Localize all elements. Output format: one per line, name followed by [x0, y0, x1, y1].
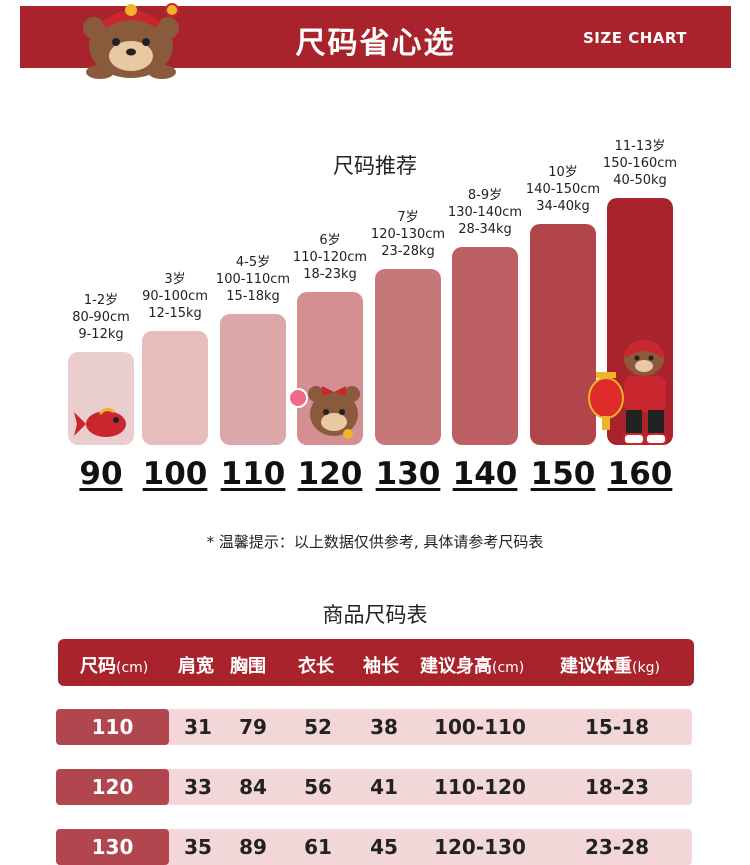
bear-lollipop-icon — [288, 386, 360, 439]
bar-weight-160: 40-50kg — [613, 173, 667, 188]
bar-weight-150: 34-40kg — [536, 199, 590, 214]
banner-subtitle: SIZE CHART — [582, 29, 687, 47]
table-cell: 31 — [184, 715, 212, 739]
bar-label-90: 1-2岁 80-90cm 9-12kg — [41, 292, 161, 343]
size-number-100: 100 — [142, 456, 208, 492]
bar-height-130: 120-130cm — [370, 227, 446, 242]
table-cell: 110-120 — [434, 775, 526, 799]
bear-lantern-icon — [588, 340, 667, 445]
size-number-120: 120 — [297, 456, 363, 492]
table-cell: 79 — [239, 715, 267, 739]
table-header-3: 衣长 — [298, 652, 334, 678]
banner-title: 尺码省心选 — [295, 26, 456, 61]
recommend-title: 尺码推荐 — [333, 154, 417, 178]
bar-age-120: 6岁 — [319, 233, 341, 248]
bar-label-100: 3岁 90-100cm 12-15kg — [115, 271, 235, 322]
disclaimer-note: * 温馨提示：以上数据仅供参考, 具体请参考尺码表 — [206, 533, 544, 551]
bar-weight-110: 15-18kg — [226, 289, 280, 304]
table-header-1: 肩宽 — [178, 652, 214, 678]
table-cell: 52 — [304, 715, 332, 739]
table-cell: 41 — [370, 775, 398, 799]
row-size-cell: 110 — [56, 709, 169, 745]
bar-age-100: 3岁 — [164, 272, 186, 287]
bar-label-130: 7岁 120-130cm 23-28kg — [348, 209, 468, 260]
table-header-label: 衣长 — [298, 656, 334, 677]
bar-weight-130: 23-28kg — [381, 244, 435, 259]
bar-weight-140: 28-34kg — [458, 222, 512, 237]
table-cell: 33 — [184, 775, 212, 799]
size-number-110: 110 — [220, 456, 286, 492]
table-header-label: 胸围 — [230, 656, 266, 677]
table-header-5: 建议身高(cm) — [420, 652, 524, 678]
size-bar-110 — [220, 314, 286, 445]
size-number-150: 150 — [530, 456, 596, 492]
bar-height-140: 130-140cm — [447, 205, 523, 220]
size-table-title: 商品尺码表 — [322, 603, 428, 627]
table-cell: 100-110 — [434, 715, 526, 739]
size-number-90: 90 — [79, 456, 123, 492]
row-size-cell: 120 — [56, 769, 169, 805]
table-cell: 45 — [370, 835, 398, 859]
table-header-2: 胸围 — [230, 652, 266, 678]
table-cell: 84 — [239, 775, 267, 799]
fish-icon — [74, 407, 126, 437]
size-bar-140 — [452, 247, 518, 445]
table-cell: 18-23 — [585, 775, 649, 799]
bear-mascot-icon — [83, 3, 179, 79]
table-header-label: 肩宽 — [178, 656, 214, 677]
table-cell: 120-130 — [434, 835, 526, 859]
bar-label-140: 8-9岁 130-140cm 28-34kg — [425, 187, 545, 238]
table-header-4: 袖长 — [363, 652, 399, 678]
bar-age-140: 8-9岁 — [467, 188, 503, 203]
bar-weight-90: 9-12kg — [78, 327, 124, 342]
bar-age-150: 10岁 — [548, 165, 578, 180]
bar-height-110: 100-110cm — [215, 272, 291, 287]
bar-height-160: 150-160cm — [602, 156, 678, 171]
table-cell: 38 — [370, 715, 398, 739]
bar-age-160: 11-13岁 — [614, 139, 666, 154]
size-bar-130 — [375, 269, 441, 445]
table-header-unit: (cm) — [116, 660, 149, 676]
table-header-6: 建议体重(kg) — [560, 652, 660, 678]
size-number-140: 140 — [452, 456, 518, 492]
table-header-label: 建议体重 — [560, 656, 632, 677]
table-header-label: 尺码 — [80, 656, 116, 677]
bar-label-120: 6岁 110-120cm 18-23kg — [270, 232, 390, 283]
bar-height-90: 80-90cm — [72, 310, 130, 325]
table-header-0: 尺码(cm) — [80, 652, 148, 678]
size-bar-100 — [142, 331, 208, 445]
bar-age-110: 4-5岁 — [235, 255, 271, 270]
table-header-unit: (cm) — [492, 660, 525, 676]
bar-age-130: 7岁 — [397, 210, 419, 225]
table-header-label: 袖长 — [363, 656, 399, 677]
bar-label-110: 4-5岁 100-110cm 15-18kg — [193, 254, 313, 305]
table-header-unit: (kg) — [632, 660, 660, 676]
bar-weight-120: 18-23kg — [303, 267, 357, 282]
size-number-160: 160 — [607, 456, 673, 492]
table-cell: 23-28 — [585, 835, 649, 859]
bar-height-150: 140-150cm — [525, 182, 601, 197]
table-cell: 56 — [304, 775, 332, 799]
bar-height-100: 90-100cm — [142, 289, 208, 304]
table-cell: 15-18 — [585, 715, 649, 739]
size-table-header: 尺码(cm) 肩宽 胸围 衣长 袖长 建议身高(cm) 建议体重(kg) — [58, 639, 694, 686]
bar-height-120: 110-120cm — [292, 250, 368, 265]
bar-label-150: 10岁 140-150cm 34-40kg — [503, 164, 623, 215]
table-header-label: 建议身高 — [420, 656, 492, 677]
size-bar-150 — [530, 224, 596, 445]
bar-age-90: 1-2岁 — [83, 293, 119, 308]
size-number-130: 130 — [375, 456, 441, 492]
bar-weight-100: 12-15kg — [148, 306, 202, 321]
bar-label-160: 11-13岁 150-160cm 40-50kg — [580, 138, 700, 189]
